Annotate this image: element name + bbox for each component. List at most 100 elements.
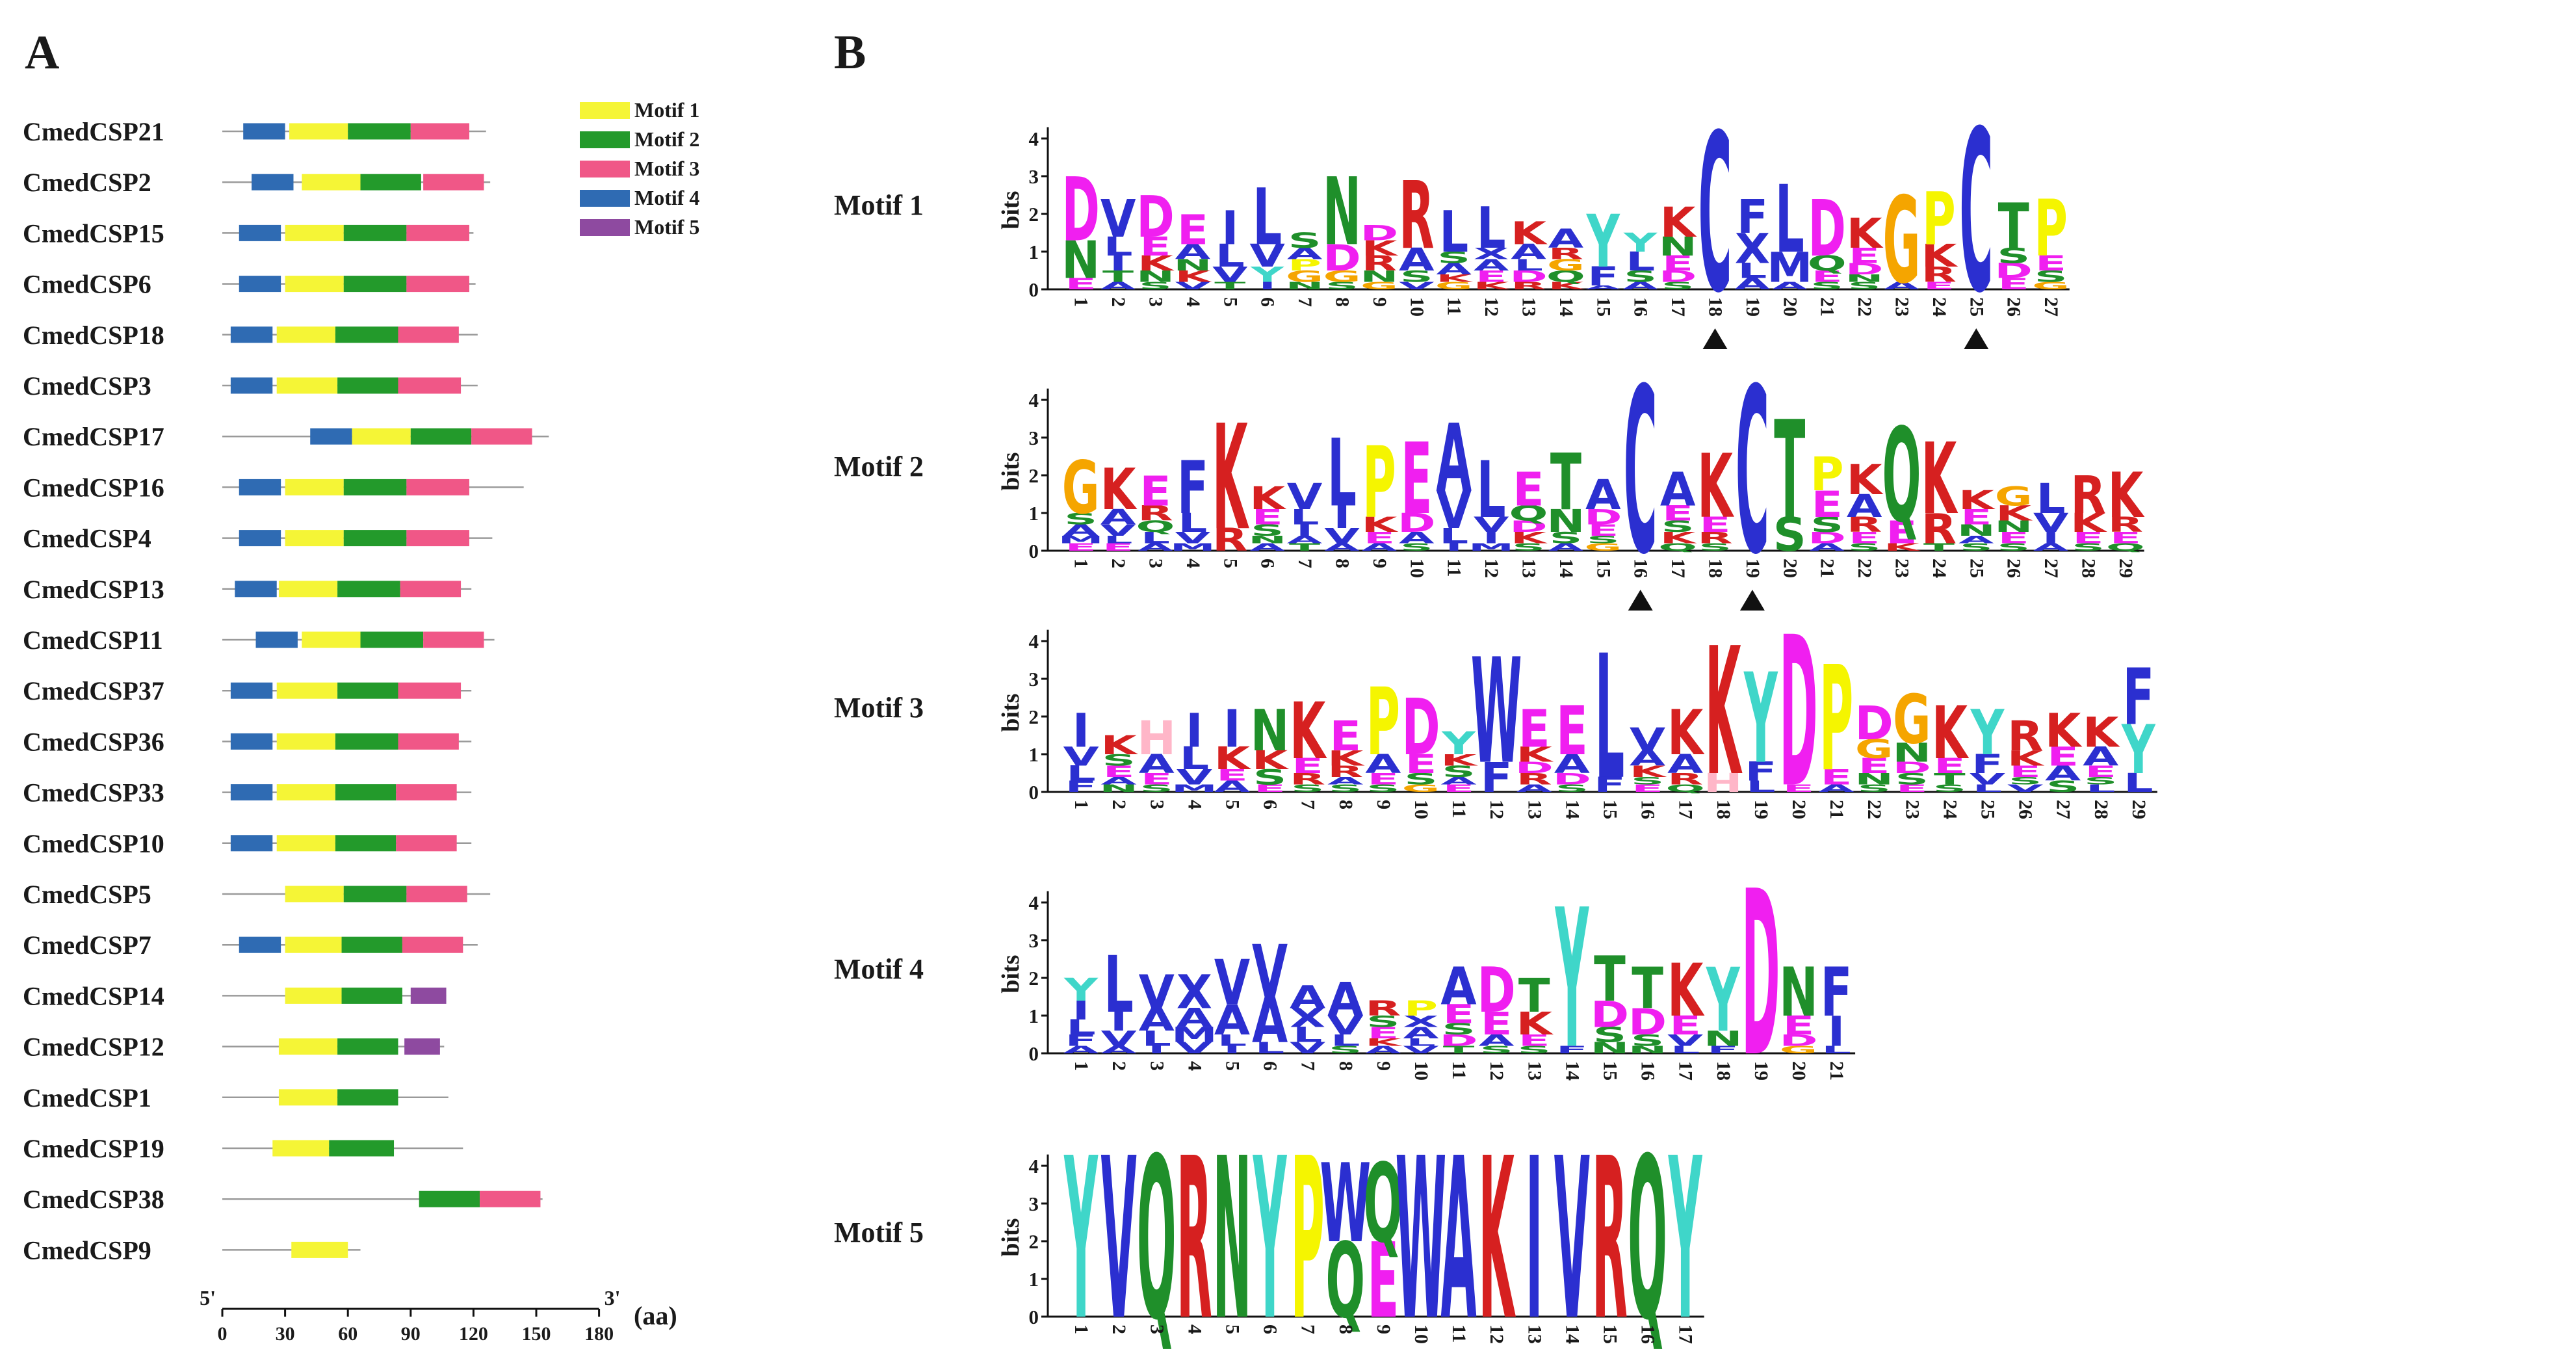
logo-column: D19 bbox=[1741, 843, 1780, 1107]
logo-letter-T: T bbox=[1550, 438, 1581, 529]
motif-2-block bbox=[335, 326, 398, 343]
logo-letter-E: E bbox=[1934, 754, 1966, 778]
scale-tick-label: 30 bbox=[276, 1323, 295, 1345]
position-label: 7 bbox=[1297, 800, 1319, 809]
logo-letter-S: S bbox=[1366, 1012, 1399, 1031]
logo-letter-E: E bbox=[1960, 505, 1992, 529]
logo-letter-L: L bbox=[2086, 783, 2115, 795]
logo-letter-S: S bbox=[1848, 280, 1881, 292]
logo-letter-S: S bbox=[1631, 1031, 1664, 1049]
logo-column: KEQ 23 bbox=[1882, 402, 1922, 578]
logo-letter-A: A bbox=[1175, 240, 1211, 264]
logo-letter-K: K bbox=[1100, 730, 1138, 761]
position-label: 14 bbox=[1555, 559, 1577, 578]
scale-tick-label: 120 bbox=[459, 1323, 488, 1345]
logo-letter-K: K bbox=[1100, 456, 1138, 523]
motif-1-block bbox=[285, 886, 344, 902]
logo-letter-A: A bbox=[1252, 984, 1288, 1057]
position-label: 16 bbox=[1630, 559, 1652, 578]
logo-letter-K: K bbox=[2045, 704, 2083, 757]
position-label: 13 bbox=[1518, 559, 1540, 578]
logo-letter-M: M bbox=[1171, 783, 1217, 795]
position-label: 5 bbox=[1221, 800, 1243, 809]
position-label: 21 bbox=[1817, 559, 1838, 578]
position-label: 12 bbox=[1486, 1061, 1507, 1081]
position-label: 10 bbox=[1411, 800, 1432, 819]
logo-letter-S: S bbox=[1288, 229, 1321, 253]
logo-letter-E: E bbox=[1632, 783, 1663, 795]
logo-letter-L: L bbox=[1255, 1039, 1284, 1057]
position-label: 2 bbox=[1108, 297, 1129, 307]
protein-name: CmedCSP18 bbox=[23, 321, 164, 350]
logo-letter-N: N bbox=[1136, 268, 1175, 286]
logo-column: Q16 bbox=[1628, 1111, 1667, 1368]
logo-column: QW 8 bbox=[1320, 1142, 1371, 1342]
position-label: 27 bbox=[2053, 800, 2074, 819]
logo-letter-E: E bbox=[1139, 467, 1171, 516]
protein-row: CmedCSP13 bbox=[23, 575, 472, 604]
logo-letter-V: V bbox=[1100, 189, 1136, 249]
logo-letter-A: A bbox=[1063, 1044, 1099, 1056]
logo-letter-Q: Q bbox=[1325, 1222, 1365, 1341]
position-label: 18 bbox=[1713, 800, 1734, 819]
motif-2-block bbox=[343, 276, 407, 293]
logo-letter-K: K bbox=[1660, 198, 1698, 246]
logo-letter-Y: Y bbox=[1706, 950, 1741, 1051]
logo-letter-K: K bbox=[1365, 1036, 1403, 1048]
position-label: 4 bbox=[1184, 1324, 1205, 1334]
position-label: 29 bbox=[2115, 559, 2137, 578]
motif-1-block bbox=[276, 835, 335, 852]
logo-letter-F: F bbox=[1707, 1044, 1739, 1056]
logo-letter-G: G bbox=[1360, 280, 1398, 292]
motif-logo: Motif 301234bitsFLVI1NAESK2SEAH3MVLI4AEK… bbox=[834, 593, 2157, 834]
logo-letter-S: S bbox=[1140, 783, 1173, 795]
logo-column: R4 bbox=[1177, 1111, 1212, 1368]
position-label: 16 bbox=[1637, 800, 1659, 819]
bits-axis: 0 1 2 3 4 bits bbox=[997, 629, 1049, 804]
position-label: 5 bbox=[1219, 559, 1241, 568]
protein-name: CmedCSP15 bbox=[23, 218, 164, 248]
position-label: 29 bbox=[2128, 800, 2150, 819]
logo-letter-G: G bbox=[1062, 446, 1100, 530]
position-label: 19 bbox=[1742, 559, 1763, 578]
motif-3-block bbox=[398, 377, 462, 394]
bits-axis-title: bits bbox=[997, 1218, 1024, 1257]
three-prime-label: 3' bbox=[605, 1286, 621, 1309]
logo-letter-A: A bbox=[1365, 1044, 1401, 1056]
logo-letter-T: T bbox=[1632, 955, 1663, 1021]
logo-column: Y6 bbox=[1253, 1111, 1288, 1368]
motif-4-block bbox=[239, 936, 281, 953]
logo-letter-I: I bbox=[2042, 529, 2059, 547]
position-label: 4 bbox=[1184, 800, 1205, 809]
bits-tick-label: 1 bbox=[1029, 1268, 1039, 1291]
position-label: 2 bbox=[1108, 800, 1130, 809]
motif-2-block bbox=[343, 530, 407, 547]
position-label: 7 bbox=[1297, 1324, 1319, 1334]
logo-letter-Y: Y bbox=[1623, 228, 1658, 258]
logo-letter-Y: Y bbox=[1555, 869, 1589, 1091]
five-prime-label: 5' bbox=[200, 1286, 216, 1309]
logo-letter-E: E bbox=[1443, 783, 1475, 795]
logo-letter-L: L bbox=[1104, 232, 1133, 262]
logo-letter-S: S bbox=[1437, 249, 1470, 267]
logo-letter-Q: Q bbox=[2106, 542, 2145, 553]
position-label: 12 bbox=[1481, 297, 1502, 317]
logo-letter-E: E bbox=[1216, 767, 1248, 785]
logo-letter-A: A bbox=[1847, 488, 1882, 524]
logo-letter-D: D bbox=[1584, 505, 1622, 529]
position-label: 12 bbox=[1486, 800, 1507, 819]
logo-letter-E: E bbox=[2085, 763, 2116, 781]
conserved-cysteine-arrow bbox=[1628, 590, 1653, 611]
motif-2-block bbox=[341, 987, 402, 1004]
